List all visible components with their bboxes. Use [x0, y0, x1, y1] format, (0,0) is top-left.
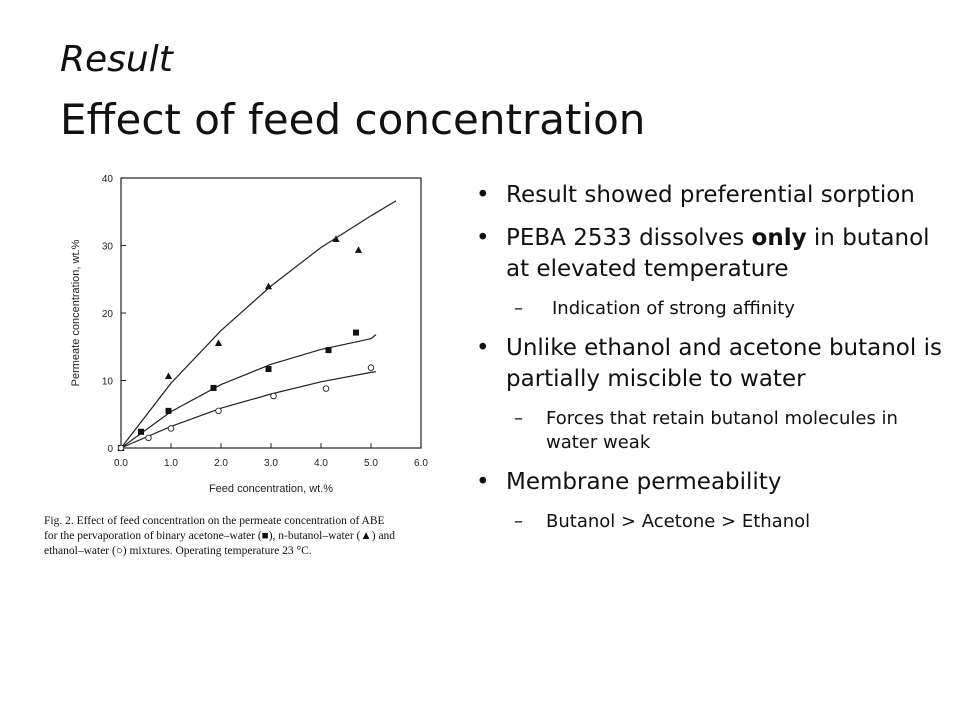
data-point-square — [353, 329, 359, 336]
sub-bullet-item: – Forces that retain butanol molecules i… — [470, 407, 948, 455]
bullet-dot: • — [476, 335, 490, 361]
bullet-text: PEBA 2533 dissolves only in butanol at e… — [506, 225, 930, 282]
data-point-circle — [322, 385, 330, 392]
x-tick-label: 1.0 — [164, 458, 178, 469]
bullet-text: Result showed preferential sorption — [506, 182, 915, 208]
data-point-triangle — [264, 282, 273, 290]
y-tick-label: 0 — [107, 444, 113, 455]
bullet-emphasis: only — [751, 225, 807, 251]
permeate-chart: 0.0 1.0 2.0 3.0 4.0 5.0 6.0 0 10 20 30 40 Feed conce… — [70, 174, 428, 495]
x-tick-label: 2.0 — [214, 458, 228, 469]
bullet-text-part: PEBA 2533 dissolves — [506, 225, 752, 251]
x-tick-label: 3.0 — [264, 458, 278, 469]
y-tick-label: 10 — [102, 377, 114, 388]
caption-line: for the pervaporation of binary acetone–… — [44, 530, 396, 542]
data-point-square — [165, 407, 172, 414]
x-tick-label: 6.0 — [414, 458, 428, 469]
data-point-circle — [117, 444, 125, 452]
x-tick-label: 4.0 — [314, 458, 328, 469]
bullet-item: • PEBA 2533 dissolves only in butanol at… — [470, 223, 948, 285]
y-axis-label: Permeate concentration, wt.% — [70, 239, 82, 386]
x-tick-label: 5.0 — [364, 458, 378, 469]
x-axis-label: Feed concentration, wt.% — [209, 483, 333, 495]
data-point-square — [265, 366, 272, 373]
figure-caption: Fig. 2. Effect of feed concentration on … — [44, 514, 444, 559]
sub-bullet-text: Butanol > Acetone > Ethanol — [546, 511, 811, 532]
bullet-item: • Membrane permeability — [470, 467, 948, 498]
plot-frame — [120, 177, 422, 449]
figure: 0.0 1.0 2.0 3.0 4.0 5.0 6.0 0 10 20 30 40 Feed conce… — [36, 162, 446, 572]
sub-bullet-dash: – — [514, 298, 523, 319]
caption-line: Fig. 2. Effect of feed concentration on … — [44, 515, 385, 527]
slide-title: Effect of feed concentration — [60, 95, 646, 144]
sub-bullet-text: Indication of strong affinity — [552, 298, 795, 319]
data-point-circle — [167, 425, 175, 432]
y-tick-label: 30 — [102, 242, 114, 253]
x-tick-label: 0.0 — [114, 458, 128, 469]
fit-curve-circle — [120, 371, 377, 449]
slide-subtitle: Result — [60, 39, 173, 80]
y-tick-label: 20 — [102, 309, 114, 320]
fit-curve-triangle — [120, 200, 397, 449]
data-point-square — [138, 428, 144, 435]
data-point-circle — [367, 364, 375, 371]
bullet-dot: • — [476, 182, 490, 208]
caption-line: ethanol–water (○) mixtures. Operating te… — [44, 545, 312, 557]
sub-bullet-item: – Butanol > Acetone > Ethanol — [470, 510, 948, 534]
data-point-triangle — [164, 372, 173, 380]
data-point-circle — [145, 434, 152, 442]
bullet-dot: • — [476, 225, 490, 251]
bullet-list: • Result showed preferential sorption • … — [470, 180, 948, 546]
data-point-square — [210, 384, 217, 391]
bullet-item: • Unlike ethanol and acetone butanol is … — [470, 333, 948, 395]
bullet-dot: • — [476, 469, 490, 495]
data-point-circle — [270, 392, 277, 400]
data-point-square — [325, 347, 332, 354]
bullet-text: Membrane permeability — [506, 469, 782, 495]
bullet-text: Unlike ethanol and acetone butanol is pa… — [506, 335, 942, 392]
data-point-triangle — [332, 235, 340, 243]
data-point-circle — [215, 407, 222, 415]
sub-bullet-dash: – — [514, 511, 523, 532]
data-point-triangle — [214, 339, 223, 346]
bullet-item: • Result showed preferential sorption — [470, 180, 948, 211]
sub-bullet-item: – Indication of strong affinity — [470, 297, 948, 321]
data-point-triangle — [354, 246, 363, 253]
sub-bullet-dash: – — [514, 408, 523, 429]
sub-bullet-text: Forces that retain butanol molecules in … — [546, 408, 898, 453]
y-tick-label: 40 — [102, 174, 114, 185]
bullet-text-part: in butanol at elevated temperature — [506, 225, 930, 282]
